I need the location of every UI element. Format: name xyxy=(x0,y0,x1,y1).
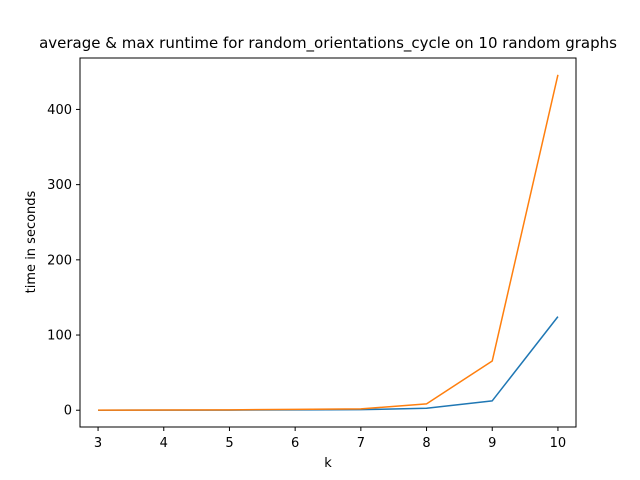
chart-title: average & max runtime for random_orienta… xyxy=(39,34,617,53)
x-tick-label: 5 xyxy=(225,436,233,451)
y-tick-label: 400 xyxy=(47,103,72,118)
x-tick-label: 7 xyxy=(357,436,365,451)
x-axis-label: k xyxy=(324,456,332,471)
x-axis: 3 4 5 6 7 8 9 10 xyxy=(94,427,566,451)
series-line-2 xyxy=(98,74,559,411)
x-tick-label: 8 xyxy=(422,436,430,451)
x-tick-label: 10 xyxy=(550,436,567,451)
x-tick-label: 9 xyxy=(488,436,496,451)
y-axis: 0 100 200 300 400 xyxy=(47,103,80,419)
x-tick-label: 4 xyxy=(160,436,168,451)
y-tick-label: 100 xyxy=(47,329,72,344)
series-layer xyxy=(98,74,559,411)
y-axis-label: time in seconds xyxy=(24,190,39,293)
y-tick-label: 200 xyxy=(47,253,72,268)
x-tick-label: 6 xyxy=(291,436,299,451)
x-tick-label: 3 xyxy=(94,436,102,451)
plot-frame xyxy=(79,57,577,428)
y-tick-label: 300 xyxy=(47,178,72,193)
y-tick-label: 0 xyxy=(64,404,72,419)
